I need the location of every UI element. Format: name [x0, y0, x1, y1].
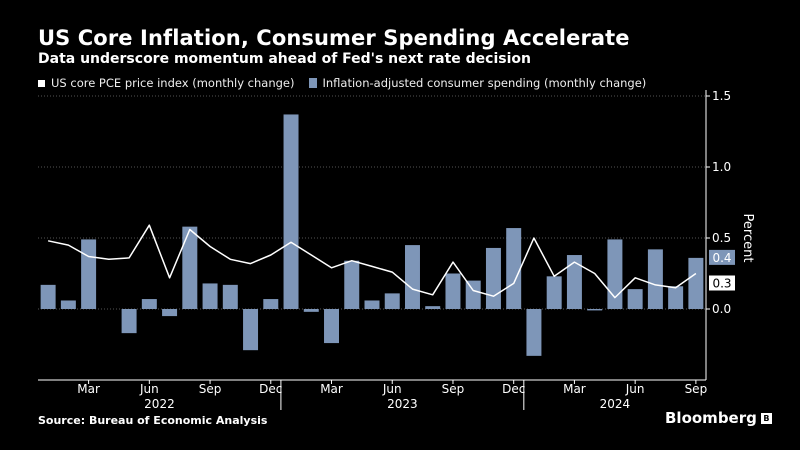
x-tick-label: Dec — [502, 382, 525, 396]
y-tick-label: 1.5 — [712, 89, 731, 103]
y-axis-title: Percent — [740, 214, 755, 263]
bar-last-value-label: 0.4 — [712, 251, 731, 265]
spending-bar — [465, 280, 481, 309]
year-label: 2024 — [600, 397, 631, 411]
core-pce-line — [47, 224, 697, 299]
x-tick-label: Jun — [382, 382, 402, 396]
spending-bar — [607, 239, 623, 309]
x-tick-label: Mar — [77, 382, 100, 396]
brand-logo: Bloomberg B — [665, 409, 772, 427]
x-tick-label: Sep — [442, 382, 465, 396]
spending-bar — [546, 276, 562, 309]
spending-bar — [364, 300, 380, 309]
spending-bar — [162, 309, 178, 317]
x-tick-label: Mar — [563, 382, 586, 396]
spending-bar — [566, 255, 582, 309]
spending-bar — [485, 247, 501, 309]
spending-bar — [141, 299, 157, 309]
spending-bar — [182, 226, 198, 309]
axis-layer: 1.5 1.0 0.5 0.0 Percent Mar Jun Sep Dec Mar Jun Sep… — [38, 89, 755, 411]
line-layer — [47, 224, 697, 299]
spending-bar — [647, 249, 663, 309]
brand-mark-icon: B — [760, 412, 772, 424]
spending-bar — [627, 289, 643, 309]
spending-bar — [506, 228, 522, 309]
spending-bar — [303, 309, 319, 312]
spending-bar — [81, 239, 97, 309]
x-tick-label: Dec — [259, 382, 282, 396]
spending-bar — [404, 245, 420, 309]
spending-bar — [688, 257, 704, 309]
x-tick-label: Mar — [320, 382, 343, 396]
spending-bar — [344, 260, 360, 309]
line-last-value-label: 0.3 — [712, 277, 731, 291]
legend-line-swatch — [38, 79, 45, 87]
spending-bar — [243, 309, 259, 351]
x-tick-label: Jun — [625, 382, 645, 396]
spending-bar — [222, 284, 238, 309]
year-label: 2022 — [144, 397, 175, 411]
y-tick-label: 1.0 — [712, 160, 731, 174]
y-tick-label: 0.0 — [712, 302, 731, 316]
legend: US core PCE price index (monthly change)… — [38, 76, 646, 90]
year-label: 2023 — [387, 397, 418, 411]
legend-line-label: US core PCE price index (monthly change) — [51, 76, 295, 90]
spending-bar — [60, 300, 76, 309]
chart-title: US Core Inflation, Consumer Spending Acc… — [38, 26, 630, 50]
spending-bar — [526, 309, 542, 356]
spending-bar — [121, 309, 137, 334]
spending-bar — [283, 114, 299, 310]
spending-bar — [202, 283, 218, 309]
grid-layer — [38, 95, 706, 310]
brand-name: Bloomberg — [665, 409, 757, 427]
spending-bar — [324, 309, 340, 344]
spending-bar — [587, 309, 603, 311]
spending-bar — [668, 286, 684, 309]
chart-subtitle: Data underscore momentum ahead of Fed's … — [38, 51, 531, 67]
x-tick-label: Sep — [199, 382, 222, 396]
x-tick-label: Jun — [139, 382, 159, 396]
spending-bar — [425, 306, 441, 309]
bar-layer — [40, 114, 704, 356]
y-tick-label: 0.5 — [712, 231, 731, 245]
spending-bar — [445, 273, 461, 309]
legend-bar-swatch — [308, 78, 317, 88]
line-last-value-box — [709, 275, 735, 291]
source-note: Source: Bureau of Economic Analysis — [38, 414, 268, 427]
spending-bar — [263, 299, 279, 309]
x-tick-label: Sep — [685, 382, 708, 396]
bar-last-value-box — [709, 249, 735, 265]
spending-bar — [384, 293, 400, 309]
legend-bar-label: Inflation-adjusted consumer spending (mo… — [322, 76, 647, 90]
spending-bar — [40, 284, 56, 309]
